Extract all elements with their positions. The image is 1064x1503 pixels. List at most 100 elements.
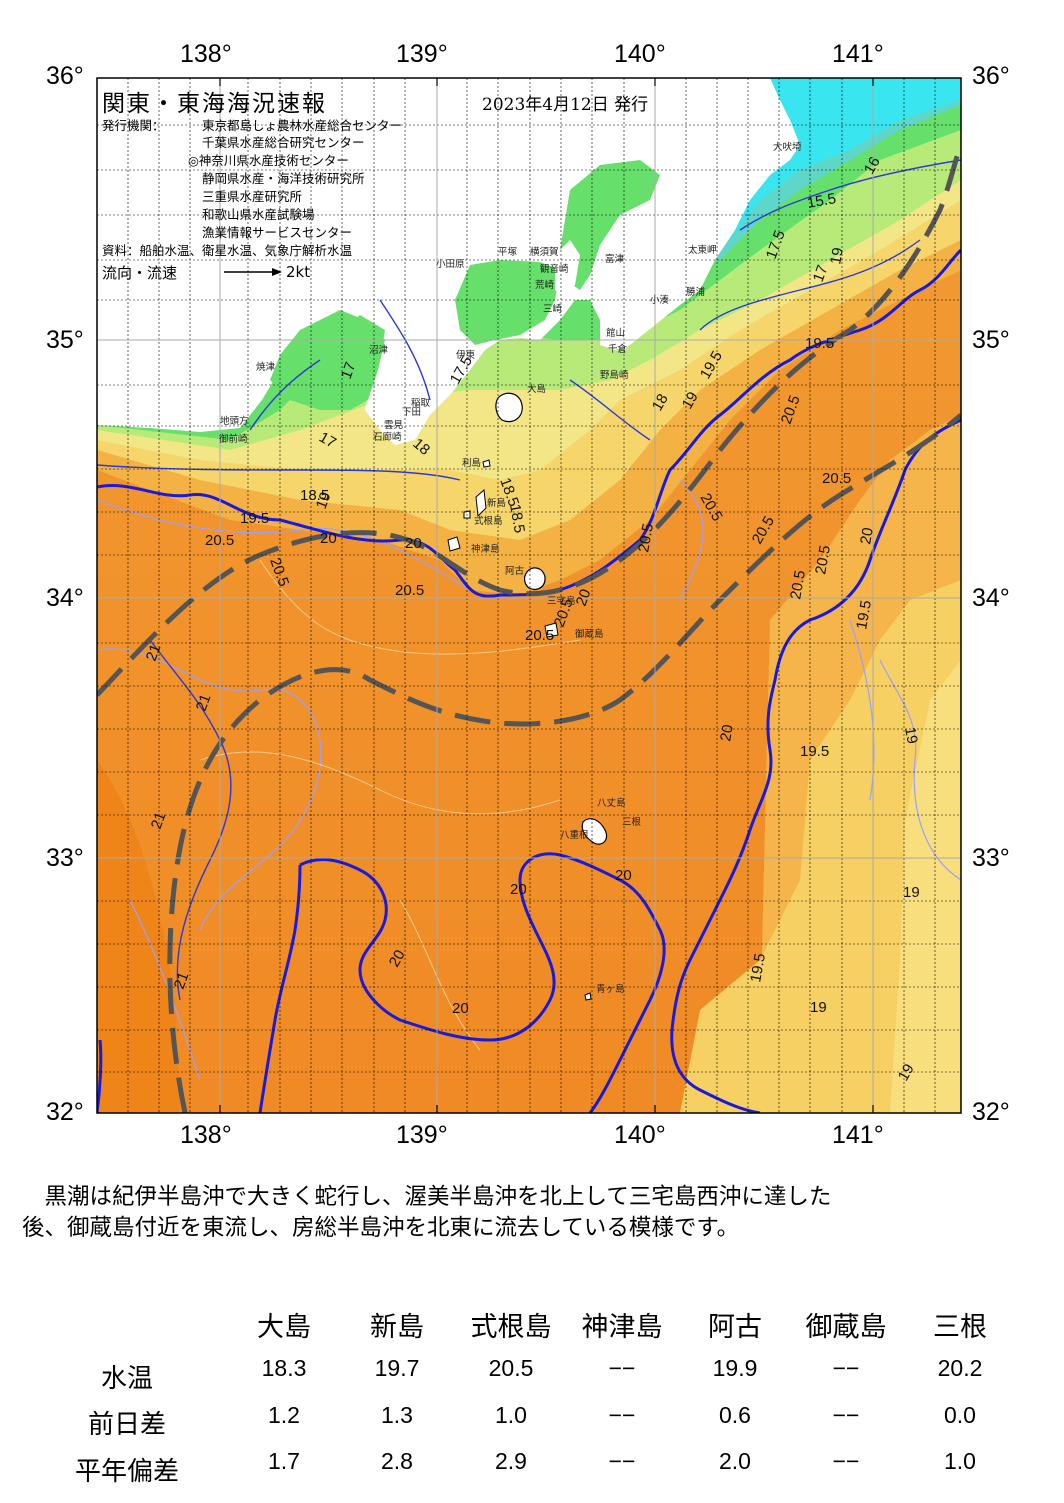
lat-label-right-33: 33° — [972, 844, 1010, 872]
kuroshio-main — [97, 144, 961, 697]
lat-label-left-33: 33° — [46, 844, 84, 872]
place-name: 勝浦 — [686, 286, 706, 298]
isotherm-20-sw — [258, 864, 302, 1113]
place-name: 八重根 — [560, 829, 589, 841]
place-name: 沼津 — [369, 345, 389, 356]
contour-label: 20 — [615, 867, 632, 884]
lat-label-right-36: 36° — [972, 62, 1010, 90]
island-niijima — [475, 488, 487, 518]
contour-label: 19 — [827, 246, 847, 265]
contour-label: 20.5 — [205, 532, 234, 549]
flow-label: 流向・流速 — [102, 264, 178, 282]
contour-label: 18 — [649, 391, 672, 414]
place-name: 小田原 — [436, 259, 465, 270]
place-name: 横須賀 — [530, 246, 559, 258]
place-name: 館山 — [606, 327, 625, 339]
table-cell: 1.0 — [495, 1402, 527, 1428]
sagami-bay — [455, 260, 560, 345]
table-cell: −− — [832, 1355, 860, 1381]
isotherm-20-meander — [299, 852, 666, 1113]
kuroshio-offshore — [167, 413, 961, 1113]
table-cell: −− — [608, 1355, 636, 1381]
table-cell: 2.0 — [719, 1448, 751, 1474]
col-header-mitsune: 三根 — [933, 1312, 987, 1343]
place-name: 観音崎 — [540, 263, 569, 275]
contour-label: 20 — [405, 535, 422, 552]
contour-label: 21 — [193, 692, 215, 713]
flow-speed: 2kt — [286, 263, 311, 281]
place-name: 焼津 — [256, 361, 276, 373]
lon-label-top-138: 138° — [180, 40, 232, 68]
flow-arrow-icon — [224, 268, 282, 276]
issuer-4: 静岡県水産・海洋技術研究所 — [202, 171, 365, 186]
contour-label: 16 — [861, 154, 884, 177]
table-cell: 1.3 — [381, 1402, 413, 1428]
place-name: 地頭方 — [220, 415, 249, 427]
table-cell: 18.3 — [261, 1355, 307, 1381]
row-label-normal-dev: 平年偏差 — [74, 1457, 179, 1487]
contour-label: 19 — [903, 884, 920, 901]
contour-label: 20.5 — [787, 569, 809, 601]
row-label-daily-diff: 前日差 — [87, 1410, 166, 1440]
table-cell: −− — [832, 1402, 860, 1428]
table-cell: 0.6 — [719, 1402, 751, 1428]
island-toshima — [482, 459, 491, 468]
contour-label: 19 — [313, 490, 335, 511]
contour-label: 20 — [452, 1000, 469, 1017]
table-cell: 2.8 — [381, 1448, 413, 1474]
place-name: 伊東 — [456, 349, 476, 361]
island-mikura — [544, 622, 559, 638]
contour-label: 18.5 — [506, 503, 528, 535]
thin-isotherms — [97, 159, 961, 1001]
issuer-6: 和歌山県水産試験場 — [202, 207, 315, 222]
sea-warm-sw — [97, 760, 180, 1113]
place-name: 富津 — [605, 253, 625, 265]
table-cell: 2.9 — [495, 1448, 527, 1474]
axis-ticks — [219, 78, 874, 1113]
contour-label: 19.5 — [240, 510, 269, 527]
issuer-3: ◎神奈川県水産技術センター — [188, 153, 349, 168]
table-cell: −− — [832, 1448, 860, 1474]
contour-label: 20.5 — [822, 470, 851, 487]
place-name: 新島 — [487, 497, 506, 509]
lon-label-top-139: 139° — [396, 40, 448, 68]
degree-grid — [97, 78, 961, 1113]
lon-label-bottom-140: 140° — [614, 1121, 666, 1149]
place-name: 利島 — [462, 457, 481, 469]
island-aogashima — [584, 992, 592, 1001]
isotherm-20-east — [670, 418, 961, 1113]
island-miyake — [523, 567, 546, 590]
pale-isotherms — [199, 559, 581, 1051]
col-header-mikurajima: 御蔵島 — [805, 1312, 887, 1343]
contour-label: 20.5 — [812, 544, 834, 576]
island-hachijo — [581, 818, 608, 845]
contour-label: 20 — [386, 947, 409, 970]
fine-grid — [97, 78, 961, 1113]
lat-label-left-32: 32° — [46, 1098, 84, 1126]
contour-label: 19 — [901, 726, 921, 745]
place-name: 雲見 — [384, 420, 404, 431]
island-kozu — [447, 536, 461, 552]
tokyo-bay — [560, 160, 660, 290]
lon-label-bottom-139: 139° — [396, 1121, 448, 1149]
table-cell: −− — [608, 1448, 636, 1474]
place-name: 野島崎 — [600, 369, 629, 381]
contour-label: 20.5 — [525, 627, 554, 644]
place-name: 千倉 — [608, 343, 628, 355]
island-oshima — [495, 392, 523, 423]
place-name: 下田 — [402, 407, 421, 418]
table-cell: 20.5 — [488, 1355, 534, 1381]
sea-195 — [680, 580, 961, 1113]
lon-label-top-141: 141° — [832, 40, 884, 68]
place-name: 青ヶ島 — [596, 983, 625, 995]
lat-label-right-32: 32° — [972, 1098, 1010, 1126]
place-name: 平塚 — [498, 247, 518, 258]
contour-label: 19.5 — [805, 335, 834, 352]
place-name: 大島 — [527, 383, 546, 395]
contour-label: 17 — [316, 429, 339, 452]
summary-text: 黒潮は紀伊半島沖で大きく蛇行し、渥美半島沖を北上して三宅島西沖に達した 後、御蔵… — [22, 1184, 832, 1241]
table-cell: −− — [608, 1402, 636, 1428]
issuer-1: 東京都島しょ農林水産総合センター — [202, 118, 403, 133]
